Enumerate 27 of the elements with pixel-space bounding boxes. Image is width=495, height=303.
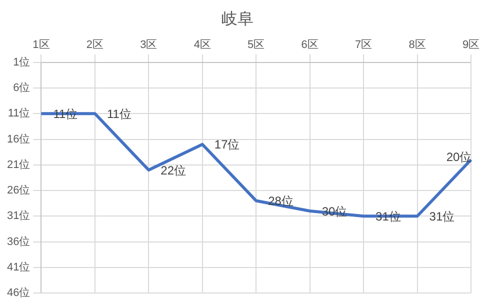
- x-tick-label: 8区: [408, 38, 426, 51]
- y-tick-label: 16位: [6, 133, 30, 146]
- data-label: 20位: [446, 150, 472, 164]
- x-tick-label: 7区: [354, 38, 372, 51]
- y-tick-label: 46位: [6, 287, 30, 300]
- data-label: 11位: [53, 106, 78, 121]
- chart-title: 岐阜: [222, 10, 254, 28]
- data-label: 31位: [429, 209, 455, 224]
- data-label: 17位: [214, 138, 240, 152]
- y-tick-label: 6位: [13, 82, 30, 94]
- y-tick-label: 26位: [6, 184, 30, 197]
- x-tick-label: 4区: [194, 38, 211, 51]
- x-tick-label: 2区: [86, 38, 104, 51]
- y-tick-label: 41位: [6, 261, 30, 274]
- data-label: 22位: [160, 163, 186, 178]
- y-tick-label: 36位: [6, 236, 30, 248]
- x-tick-label: 6区: [301, 38, 318, 51]
- data-label: 11位: [106, 106, 132, 121]
- y-tick-label: 11位: [8, 108, 30, 120]
- x-tick-label: 3区: [140, 38, 158, 51]
- x-tick-label: 9区: [462, 38, 480, 51]
- y-tick-label: 31位: [6, 210, 30, 222]
- y-tick-label: 1位: [13, 56, 30, 68]
- x-tick-label: 5区: [248, 38, 265, 51]
- data-label: 31位: [376, 209, 401, 224]
- y-tick-label: 21位: [6, 158, 30, 171]
- x-tick-label: 1区: [32, 38, 50, 51]
